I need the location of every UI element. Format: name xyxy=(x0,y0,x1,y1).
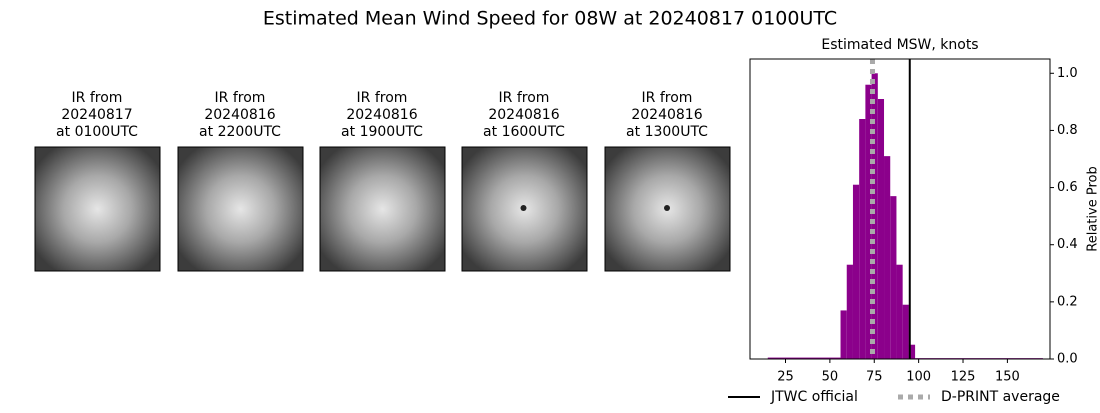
x-tick-label: 100 xyxy=(906,370,931,385)
panel-label: at 1600UTC xyxy=(483,124,565,140)
bar xyxy=(859,119,865,359)
storm-eye xyxy=(521,205,527,211)
storm-eye xyxy=(664,205,670,211)
bar xyxy=(841,310,847,359)
panel-label: IR from xyxy=(642,90,693,106)
y-tick-label: 0.6 xyxy=(1057,180,1078,195)
satellite-image xyxy=(178,147,303,271)
panel-label: at 2200UTC xyxy=(199,124,281,140)
panel-label: at 1300UTC xyxy=(626,124,708,140)
legend-label: D-PRINT average xyxy=(941,389,1060,405)
bar xyxy=(878,99,884,359)
bar xyxy=(884,156,890,359)
y-tick-label: 0.0 xyxy=(1057,352,1078,367)
panel-label: 20240816 xyxy=(631,107,702,123)
panel-label: at 0100UTC xyxy=(56,124,138,140)
panel-label: IR from xyxy=(72,90,123,106)
y-tick-label: 0.2 xyxy=(1057,294,1078,309)
x-tick-label: 75 xyxy=(866,370,883,385)
y-axis-label: Relative Prob xyxy=(1086,166,1100,251)
bar xyxy=(896,265,902,359)
legend-label: JTWC official xyxy=(770,389,858,405)
title: Estimated Mean Wind Speed for 08W at 202… xyxy=(263,8,837,30)
panel-label: at 1900UTC xyxy=(341,124,423,140)
panel-label: IR from xyxy=(499,90,550,106)
panel-label: IR from xyxy=(357,90,408,106)
y-tick-label: 0.4 xyxy=(1057,237,1078,252)
panel-label: 20240816 xyxy=(204,107,275,123)
panel-label: 20240817 xyxy=(61,107,132,123)
satellite-image xyxy=(35,147,160,271)
bar xyxy=(847,265,853,359)
satellite-image xyxy=(320,147,445,271)
x-tick-label: 25 xyxy=(777,370,794,385)
y-tick-label: 0.8 xyxy=(1057,123,1078,138)
bar xyxy=(872,73,878,359)
panel-label: 20240816 xyxy=(346,107,417,123)
hist-title: Estimated MSW, knots xyxy=(821,37,978,53)
bar xyxy=(853,185,859,359)
x-tick-label: 50 xyxy=(822,370,839,385)
y-tick-label: 1.0 xyxy=(1057,66,1078,81)
x-tick-label: 150 xyxy=(995,370,1020,385)
bar xyxy=(903,305,909,359)
bar xyxy=(890,196,896,359)
panel-label: IR from xyxy=(215,90,266,106)
x-tick-label: 125 xyxy=(951,370,976,385)
panel-label: 20240816 xyxy=(488,107,559,123)
